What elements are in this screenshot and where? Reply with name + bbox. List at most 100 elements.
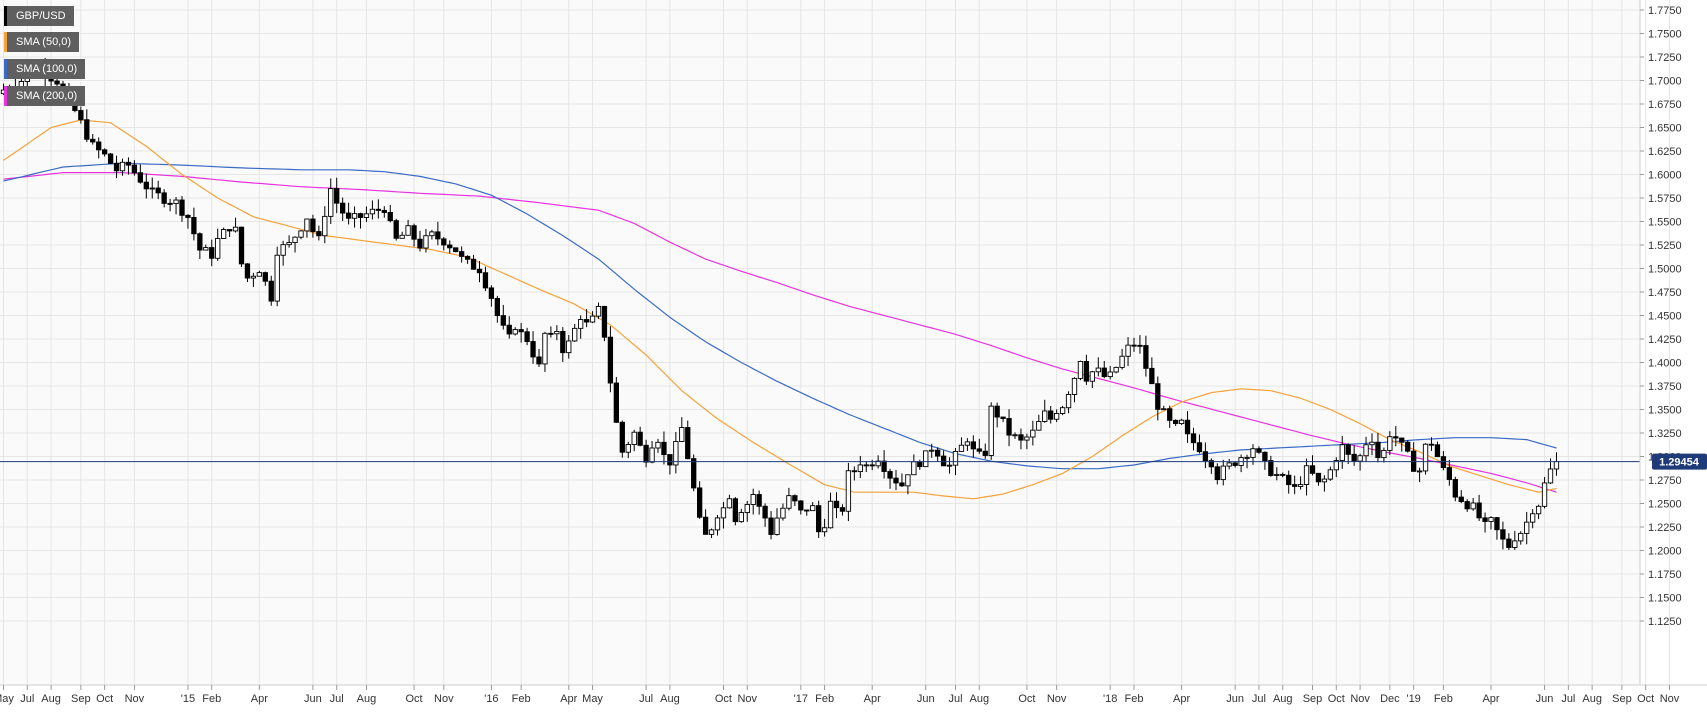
candle-body-down: [643, 444, 649, 463]
candle-body-down: [488, 287, 495, 299]
y-tick-label: 1.6500: [1648, 123, 1682, 135]
candle-body-down: [899, 482, 905, 487]
candle-body-up: [786, 495, 792, 509]
candle-body-up: [1339, 444, 1345, 462]
candle-body-down: [191, 217, 197, 235]
candle-body-up: [423, 235, 429, 249]
x-tick-label: Feb: [815, 693, 834, 705]
candle-body-down: [1434, 444, 1441, 458]
x-tick-label: Dec: [1380, 693, 1400, 705]
candle-body-up: [1512, 540, 1518, 548]
legend-label-gbpusd: GBP/USD: [16, 10, 66, 22]
candle-body-up: [1297, 484, 1304, 487]
y-tick-label: 1.5250: [1648, 240, 1682, 252]
candle-body-down: [1131, 344, 1137, 347]
candle-body-down: [1428, 443, 1435, 446]
x-tick-label: Nov: [125, 693, 145, 705]
candle-body-up: [946, 464, 953, 467]
candle-body-down: [1464, 501, 1470, 510]
candle-body-up: [220, 229, 227, 239]
candle-body-up: [1547, 468, 1554, 484]
candle-body-down: [768, 517, 774, 535]
candle-body-up: [351, 213, 358, 219]
candle-body-down: [1000, 416, 1006, 419]
candle-body-down: [607, 336, 614, 384]
candle-body-down: [125, 161, 132, 166]
grid-layer: [0, 0, 1670, 685]
candle-body-up: [863, 464, 869, 467]
candle-body-down: [917, 461, 923, 468]
x-tick-label: Apr: [251, 693, 268, 705]
candle-body-up: [1226, 462, 1232, 467]
x-tick-label: Feb: [1434, 693, 1453, 705]
candle-body-up: [304, 218, 310, 232]
candle-body-down: [381, 209, 387, 213]
candle-layer: [0, 57, 1560, 551]
candle-body-up: [1089, 371, 1096, 382]
candle-body-down: [155, 187, 161, 194]
candle-body-up: [923, 450, 929, 468]
current-price-tag-bg: [1652, 453, 1707, 470]
candle-body-up: [845, 470, 852, 512]
candle-body-up: [1541, 482, 1548, 507]
candle-body-down: [661, 441, 667, 456]
candle-body-down: [1048, 410, 1054, 420]
candle-body-down: [1232, 462, 1238, 466]
candle-body-down: [1405, 441, 1411, 452]
candle-body-up: [1220, 465, 1226, 481]
candle-body-down: [685, 427, 691, 460]
candle-body-up: [203, 247, 209, 251]
candle-body-up: [625, 444, 631, 453]
y-tick-label: 1.4250: [1648, 334, 1682, 346]
candle-body-down: [1399, 437, 1405, 443]
y-tick-label: 1.6250: [1648, 146, 1682, 158]
candle-body-up: [554, 331, 560, 335]
candle-body-down: [107, 153, 114, 164]
candle-body-down: [940, 455, 947, 467]
candle-body-up: [256, 272, 262, 277]
candle-body-down: [1345, 444, 1351, 455]
candle-body-up: [1524, 521, 1530, 534]
candle-body-up: [1321, 478, 1328, 483]
candle-body-down: [167, 202, 173, 205]
candle-body-down: [530, 341, 536, 358]
candle-body-down: [137, 172, 143, 183]
candle-body-down: [893, 477, 899, 484]
candle-body-down: [613, 382, 620, 423]
x-tick-label: May: [0, 693, 14, 705]
candle-body-down: [244, 263, 251, 279]
x-tick-label: Jul: [948, 693, 962, 705]
candle-body-down: [161, 192, 167, 204]
candle-body-up: [322, 215, 328, 237]
candle-body-up: [714, 517, 721, 531]
x-tick-label: Jul: [1252, 693, 1266, 705]
y-tick-label: 1.7250: [1648, 52, 1682, 64]
candle-body-down: [756, 494, 762, 507]
x-tick-label: Nov: [737, 693, 757, 705]
candle-body-up: [655, 441, 661, 449]
candle-body-up: [821, 527, 828, 533]
current-price-label: 1.29454: [1659, 457, 1700, 469]
candle-body-up: [875, 460, 881, 467]
candle-body-down: [1262, 451, 1268, 462]
candle-body-up: [1387, 436, 1393, 451]
x-tick-label: Aug: [660, 693, 680, 705]
legend-gbpusd: GBP/USD: [4, 6, 74, 26]
candle-body-down: [667, 454, 673, 466]
y-tick-label: 1.3500: [1648, 405, 1682, 417]
candle-body-up: [1303, 465, 1310, 485]
candle-body-up: [292, 236, 298, 244]
x-tick-label: Aug: [357, 693, 377, 705]
candle-body-down: [357, 213, 364, 218]
candle-body-down: [1452, 479, 1458, 498]
candle-body-up: [1333, 460, 1339, 471]
y-tick-label: 1.7500: [1648, 29, 1682, 41]
y-tick-label: 1.1750: [1648, 569, 1682, 581]
candle-body-up: [1077, 360, 1084, 379]
candle-body-down: [1291, 484, 1298, 487]
x-tick-label: Aug: [1582, 693, 1602, 705]
candle-body-down: [1351, 453, 1357, 462]
candle-body-up: [631, 431, 637, 446]
candle-body-down: [887, 471, 893, 479]
candle-body-down: [345, 212, 352, 219]
